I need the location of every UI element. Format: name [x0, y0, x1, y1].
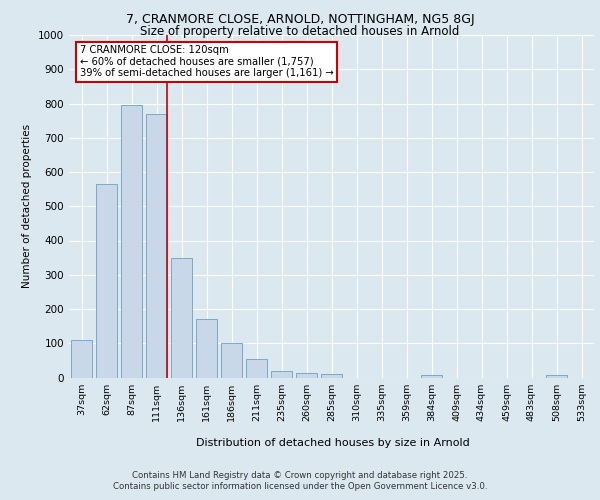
Y-axis label: Number of detached properties: Number of detached properties — [22, 124, 32, 288]
Text: Contains HM Land Registry data © Crown copyright and database right 2025.: Contains HM Land Registry data © Crown c… — [132, 471, 468, 480]
Text: Contains public sector information licensed under the Open Government Licence v3: Contains public sector information licen… — [113, 482, 487, 491]
Bar — [71, 340, 92, 378]
Bar — [271, 372, 292, 378]
Text: Distribution of detached houses by size in Arnold: Distribution of detached houses by size … — [196, 438, 470, 448]
Bar — [246, 358, 267, 378]
Bar — [421, 375, 442, 378]
Bar — [196, 320, 217, 378]
Bar — [296, 374, 317, 378]
Bar — [146, 114, 167, 378]
Bar — [96, 184, 117, 378]
Bar — [121, 105, 142, 378]
Text: 7 CRANMORE CLOSE: 120sqm
← 60% of detached houses are smaller (1,757)
39% of sem: 7 CRANMORE CLOSE: 120sqm ← 60% of detach… — [79, 46, 333, 78]
Text: Size of property relative to detached houses in Arnold: Size of property relative to detached ho… — [140, 25, 460, 38]
Bar — [321, 374, 342, 378]
Bar — [221, 343, 242, 378]
Text: 7, CRANMORE CLOSE, ARNOLD, NOTTINGHAM, NG5 8GJ: 7, CRANMORE CLOSE, ARNOLD, NOTTINGHAM, N… — [125, 12, 475, 26]
Bar — [171, 258, 192, 378]
Bar — [546, 375, 567, 378]
